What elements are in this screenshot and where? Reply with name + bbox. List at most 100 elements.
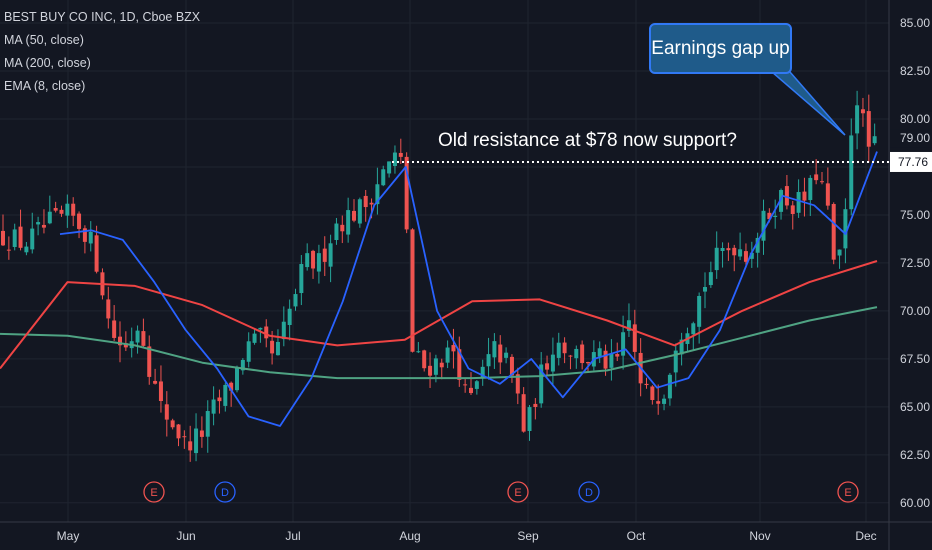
candle-body [6,249,11,251]
candle-body [504,352,509,358]
candle-body [205,411,210,437]
candle-body [521,394,526,432]
candle-body [831,204,836,260]
candle-body [305,253,310,268]
candle-body [556,342,561,358]
candle-body [539,364,544,404]
y-tick-label: 75.00 [900,208,930,222]
candle-body [375,184,380,205]
ma200-line [0,306,878,380]
candle-body [849,135,854,210]
dividend-marker [214,481,236,503]
candle-body [71,203,76,216]
candle-body [346,210,351,235]
candle-body [463,384,468,386]
candle-body [767,212,772,220]
candle-body [422,350,427,369]
candle-body [223,384,228,406]
candle-body [94,235,99,272]
last-price-bg [890,129,932,148]
candle-body [527,407,532,431]
candle-body [779,190,784,212]
event-marker-label: E [150,487,157,499]
candle-body [703,287,707,292]
legend: BEST BUY CO INC, 1D, Cboe BZX MA (50, cl… [4,6,200,98]
level-label: 77.76 [898,155,928,169]
candle-body [270,340,275,354]
candle-body [334,223,339,241]
candle-body [498,344,503,363]
candle-body [281,321,286,340]
candle-body [662,398,667,404]
candle-body [381,169,386,186]
candle-body [492,341,497,358]
y-tick-label: 80.00 [900,112,930,126]
candle-body [47,211,52,224]
candle-body [486,354,491,367]
candle-body [387,161,392,174]
candle-body [352,210,356,221]
candle-body [106,299,111,319]
candle-body [141,331,146,346]
candle-body [392,152,397,167]
candle-body [667,374,672,399]
candle-body [761,210,766,241]
ma50-line [0,260,878,370]
candle-body [708,272,713,286]
candle-body [199,430,204,437]
earnings-marker [143,481,165,503]
candle-body [123,343,128,348]
candle-body [53,208,58,211]
candle-body [451,345,456,352]
candle-body [147,346,152,377]
event-marker-label: E [844,487,851,499]
candle-body [316,253,321,272]
candle-body [363,195,368,208]
y-tick-label: 85.00 [900,16,930,30]
x-tick-label: Dec [855,529,876,543]
candle-body [533,403,538,407]
candle-body [188,441,193,451]
candle-body [404,156,409,230]
candle-body [217,397,222,402]
earnings-marker [837,481,859,503]
candle-body [738,249,743,257]
candle-body [691,323,696,335]
event-marker-label: E [514,487,521,499]
earnings-marker [507,481,529,503]
ema8-line [59,151,878,427]
y-tick-label: 60.00 [900,496,930,510]
candle-body [568,355,573,357]
candle-body [545,363,550,370]
candle-body [802,191,807,201]
candle-body [18,226,23,248]
x-tick-label: Jun [176,529,195,543]
candle-body [264,326,269,339]
event-marker-label: D [585,487,593,499]
candle-body [170,420,175,428]
y-tick-label: 70.00 [900,304,930,318]
last-price-label: 79.00 [900,131,930,145]
candle-body [866,111,871,147]
candle-body [36,222,41,225]
y-tick-label: 62.50 [900,448,930,462]
legend-ema8: EMA (8, close) [4,79,86,93]
candle-body [65,203,70,216]
candle-body [603,350,608,369]
candle-body [474,381,479,389]
candle-body [469,387,473,394]
candle-body [632,324,637,352]
candle-body [416,351,421,353]
candle-body [410,229,415,352]
candle-body [784,186,789,206]
y-tick-label: 67.50 [900,352,930,366]
candle-body [726,248,731,251]
candle-body [796,192,801,213]
candle-body [322,248,327,262]
candle-body [509,356,514,376]
candle-body [211,399,216,414]
candle-body [860,109,865,114]
candle-body [820,181,824,183]
